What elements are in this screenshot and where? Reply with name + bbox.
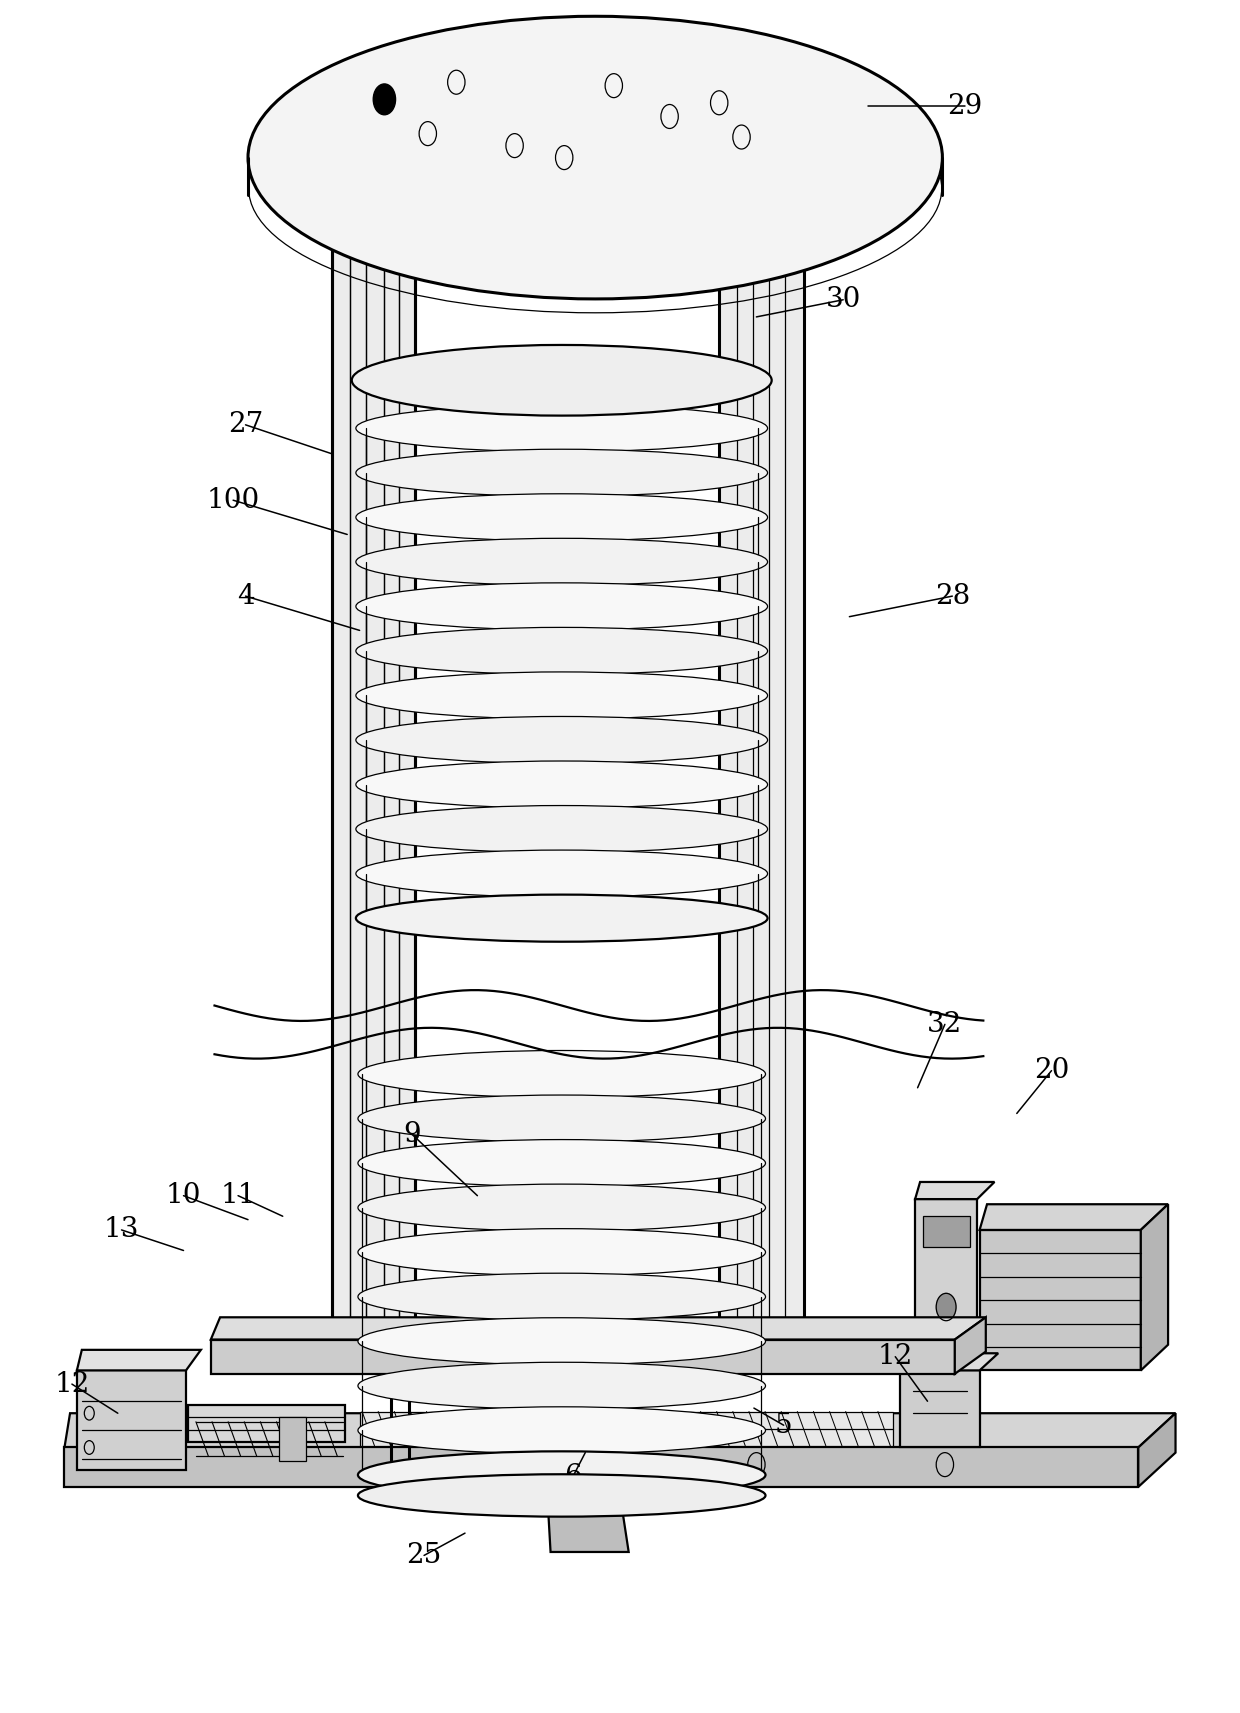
Polygon shape	[900, 1370, 980, 1447]
Polygon shape	[64, 1447, 1138, 1487]
Text: 27: 27	[228, 411, 263, 439]
Polygon shape	[923, 1216, 970, 1247]
Polygon shape	[279, 1417, 306, 1461]
Text: 100: 100	[207, 486, 259, 514]
Ellipse shape	[358, 1406, 765, 1454]
Polygon shape	[980, 1204, 1168, 1230]
Polygon shape	[211, 1317, 986, 1340]
Text: 25: 25	[407, 1542, 441, 1569]
Polygon shape	[955, 1317, 986, 1374]
Ellipse shape	[358, 1273, 765, 1321]
Polygon shape	[915, 1199, 977, 1333]
Polygon shape	[1138, 1413, 1176, 1487]
Ellipse shape	[358, 1139, 765, 1187]
Ellipse shape	[356, 805, 768, 853]
Ellipse shape	[356, 894, 768, 942]
Text: 4: 4	[237, 582, 254, 610]
Polygon shape	[77, 1350, 201, 1370]
Ellipse shape	[352, 344, 771, 416]
Ellipse shape	[356, 493, 768, 541]
Ellipse shape	[356, 716, 768, 764]
Text: 10: 10	[166, 1182, 201, 1209]
Text: 28: 28	[935, 582, 970, 610]
Ellipse shape	[358, 1050, 765, 1098]
Text: 5: 5	[775, 1412, 792, 1439]
Text: 13: 13	[104, 1216, 139, 1244]
Text: 12: 12	[55, 1370, 89, 1398]
Text: 30: 30	[826, 286, 861, 313]
Polygon shape	[211, 1340, 955, 1374]
Text: 32: 32	[928, 1011, 962, 1038]
Ellipse shape	[356, 627, 768, 675]
Circle shape	[936, 1293, 956, 1321]
Polygon shape	[900, 1353, 998, 1370]
Ellipse shape	[356, 582, 768, 630]
Ellipse shape	[356, 671, 768, 719]
Ellipse shape	[358, 1362, 765, 1410]
Polygon shape	[719, 206, 804, 1357]
Ellipse shape	[358, 1095, 765, 1143]
Polygon shape	[915, 1182, 994, 1199]
Polygon shape	[980, 1230, 1141, 1370]
Text: 11: 11	[221, 1182, 255, 1209]
Ellipse shape	[358, 1475, 765, 1516]
Text: 12: 12	[878, 1343, 913, 1370]
Ellipse shape	[356, 850, 768, 898]
Text: 9: 9	[403, 1120, 420, 1148]
Ellipse shape	[358, 1451, 765, 1499]
Polygon shape	[77, 1370, 186, 1470]
Polygon shape	[360, 1412, 893, 1446]
Ellipse shape	[356, 761, 768, 809]
Ellipse shape	[356, 538, 768, 586]
Ellipse shape	[248, 15, 942, 298]
Polygon shape	[188, 1405, 345, 1442]
Polygon shape	[547, 1487, 629, 1552]
Ellipse shape	[358, 1228, 765, 1276]
Ellipse shape	[358, 1184, 765, 1232]
Ellipse shape	[358, 1317, 765, 1365]
Ellipse shape	[356, 449, 768, 497]
Text: 6: 6	[564, 1463, 582, 1490]
Polygon shape	[332, 206, 415, 1357]
Text: 20: 20	[1034, 1057, 1069, 1084]
Text: 29: 29	[947, 93, 982, 120]
Polygon shape	[64, 1413, 1176, 1447]
Circle shape	[373, 84, 396, 115]
Ellipse shape	[356, 404, 768, 452]
Polygon shape	[1141, 1204, 1168, 1370]
